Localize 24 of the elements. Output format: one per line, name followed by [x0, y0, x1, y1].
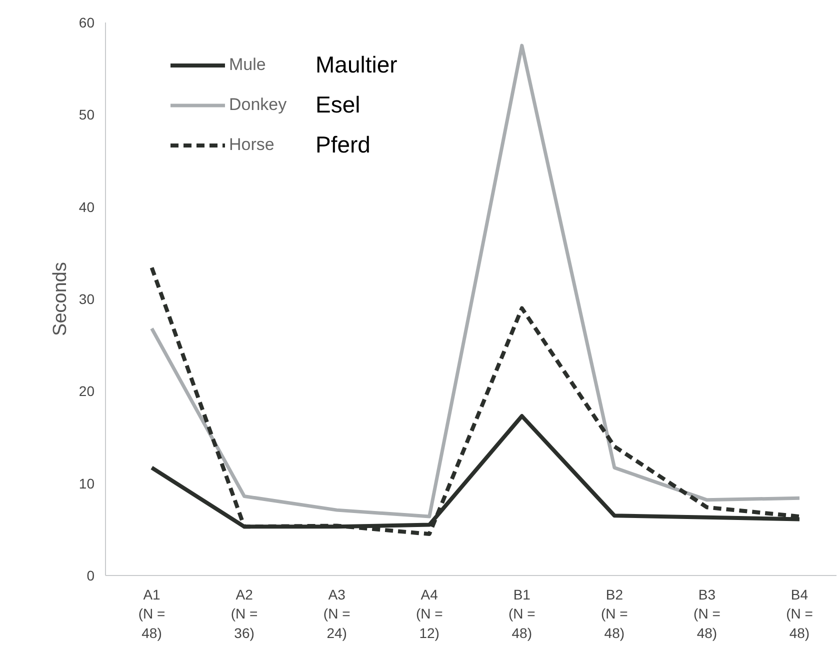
- annotation: Pferd: [316, 132, 370, 158]
- y-axis-title: Seconds: [50, 262, 71, 336]
- y-tick-label: 20: [78, 383, 95, 400]
- y-tick-label: 30: [78, 291, 95, 307]
- line-series: [150, 266, 802, 536]
- x-tick-label: B3 (N = 48): [694, 586, 720, 641]
- x-tick-label: B4 (N = 48): [786, 586, 813, 641]
- annotation: Esel: [316, 92, 360, 118]
- legend-label: Mule: [229, 54, 266, 76]
- x-tick-label: A4 (N = 12): [416, 586, 443, 641]
- x-tick-label: A2 (N = 36): [230, 586, 258, 641]
- annotation: Maultier: [316, 52, 398, 78]
- y-tick-label: 40: [78, 198, 95, 215]
- legend-label: Donkey: [229, 94, 287, 116]
- y-tick-label: 0: [86, 568, 95, 584]
- y-tick-label: 60: [78, 14, 95, 30]
- y-tick-label: 10: [78, 475, 95, 492]
- legend-label: Horse: [229, 134, 274, 156]
- x-tick-label: B1 (N = 48): [508, 586, 536, 641]
- y-tick-label: 50: [78, 106, 95, 123]
- x-tick-label: A3 (N = 24): [323, 586, 350, 641]
- x-tick-label: B2 (N = 48): [601, 586, 628, 641]
- line-series: [150, 44, 802, 518]
- x-tick-label: A1 (N = 48): [138, 586, 166, 641]
